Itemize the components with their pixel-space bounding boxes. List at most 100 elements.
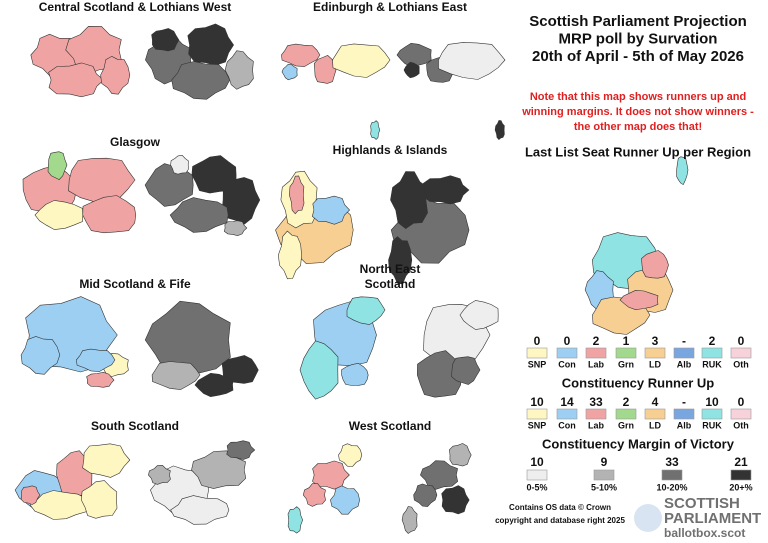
count: 2 [623, 395, 630, 409]
swatch [556, 347, 578, 359]
map-area [403, 61, 420, 79]
swatch [644, 347, 666, 359]
map-area [459, 300, 499, 330]
map-area [448, 443, 472, 467]
count: 0 [534, 334, 541, 348]
party-label: RUK [702, 420, 722, 430]
region-title: South Scotland [91, 419, 179, 433]
party-label: Lab [588, 420, 605, 430]
map-area [338, 443, 363, 467]
count: - [682, 395, 686, 409]
map-area [224, 50, 254, 90]
note: the other map does that! [574, 121, 702, 133]
party-label: RUK [702, 359, 722, 369]
region-title: Edinburgh & Lothians East [313, 0, 467, 14]
map-area [223, 220, 248, 237]
party-label: SNP [528, 359, 547, 369]
party-label: Con [558, 359, 576, 369]
map-area [313, 55, 337, 84]
count: 1 [623, 334, 630, 348]
logo-text: ballotbox.scot [664, 526, 745, 540]
map-area [302, 483, 326, 507]
legend-heading: Constituency Runner Up [562, 375, 714, 390]
count: 3 [652, 334, 659, 348]
party-label: LD [649, 359, 661, 369]
map-area [20, 336, 61, 375]
count: 14 [560, 395, 574, 409]
map-area [346, 296, 386, 325]
party-label: SNP [528, 420, 547, 430]
legend-heading: Last List Seat Runner Up per Region [525, 144, 751, 159]
swatch [673, 347, 695, 359]
map-area [86, 371, 115, 388]
count: 4 [652, 395, 659, 409]
swatch [661, 469, 683, 481]
map-area [420, 460, 459, 490]
swatch [585, 408, 607, 420]
map-area [311, 195, 351, 225]
note: winning margins. It does not show winner… [521, 106, 754, 118]
map-area [277, 230, 302, 280]
map-area [144, 300, 231, 380]
map-area [82, 195, 137, 234]
party-label: LD [649, 420, 661, 430]
map-area [288, 175, 305, 215]
map-area [494, 120, 505, 141]
party-label: Con [558, 420, 576, 430]
swatch [556, 408, 578, 420]
count: 33 [589, 395, 603, 409]
band-label: 20+% [729, 482, 752, 492]
map-area [194, 372, 234, 398]
map-area [68, 157, 136, 205]
map-area [332, 43, 391, 78]
logo-text: SCOTTISH [664, 495, 740, 512]
map-area [281, 43, 321, 67]
legend-heading: Constituency Margin of Victory [542, 436, 735, 451]
map-area [396, 42, 432, 68]
band-label: 5-10% [591, 482, 617, 492]
map-area [401, 506, 418, 534]
map-area [82, 443, 131, 478]
band-label: 10-20% [656, 482, 687, 492]
map-area [221, 355, 259, 384]
logo-mark [634, 504, 662, 532]
swatch [615, 408, 637, 420]
count: 21 [734, 455, 748, 469]
party-label: Lab [588, 359, 605, 369]
map-area [48, 62, 105, 98]
map-area [370, 120, 381, 140]
map-area [80, 480, 118, 519]
map-area [341, 362, 369, 386]
swatch [526, 408, 548, 420]
title: MRP poll by Survation [559, 30, 718, 47]
map-area [226, 440, 256, 460]
count: - [682, 334, 686, 348]
party-label: Grn [618, 420, 634, 430]
map-area [281, 63, 298, 81]
map-area [413, 483, 438, 507]
party-label: Alb [677, 359, 692, 369]
map-area [170, 154, 189, 175]
party-label: Alb [677, 420, 692, 430]
map-area [438, 42, 506, 80]
map-area [47, 151, 68, 180]
title: 20th of April - 5th of May 2026 [532, 48, 744, 65]
party-label: Grn [618, 359, 634, 369]
region-title: Scotland [365, 277, 416, 291]
map-area [451, 356, 481, 385]
note: Note that this map shows runners up and [530, 91, 746, 103]
map-area [441, 485, 470, 515]
swatch [730, 408, 752, 420]
swatch [593, 469, 615, 481]
swatch [673, 408, 695, 420]
swatch [701, 347, 723, 359]
swatch [701, 408, 723, 420]
map-area [151, 361, 201, 390]
count: 10 [705, 395, 719, 409]
band-label: 0-5% [526, 482, 547, 492]
party-label: Oth [733, 359, 749, 369]
swatch [526, 347, 548, 359]
swatch [615, 347, 637, 359]
map-area [299, 340, 339, 400]
